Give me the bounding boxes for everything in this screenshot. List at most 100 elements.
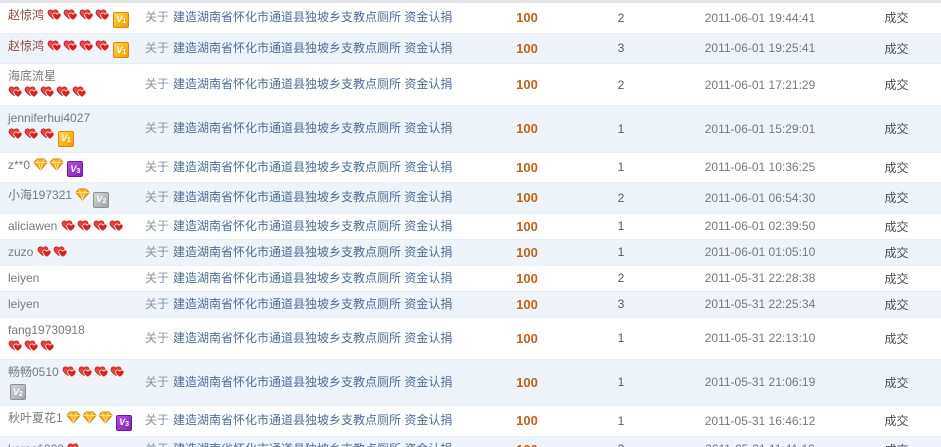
username-link[interactable]: 赵惊鸿 [8,8,45,22]
title-cell: 关于建造湖南省怀化市通道县独坡乡支教点厕所 资金认捐 [145,190,480,205]
double-heart-icon [8,340,23,352]
price-value: 100 [516,190,538,206]
quantity-value: 3 [617,41,625,56]
donation-title-link[interactable]: 建造湖南省怀化市通道县独坡乡支教点厕所 资金认捐 [173,159,453,174]
user-rating-icons [64,442,83,447]
donation-title-link[interactable]: 建造湖南省怀化市通道县独坡乡支教点厕所 资金认捐 [173,77,453,91]
username-link[interactable]: jenniferhui4027 [8,111,91,125]
user-cell: aliciawen [0,214,145,239]
datetime-value: 2011-06-01 19:44:41 [704,10,816,25]
title-prefix: 关于 [145,159,170,174]
datetime-value: 2011-06-01 17:21:29 [704,77,816,92]
status-label: 成交 [884,160,909,175]
price-value: 100 [516,330,538,346]
title-prefix: 关于 [145,121,170,136]
donation-title-link[interactable]: 建造湖南省怀化市通道县独坡乡支教点厕所 资金认捐 [173,296,453,311]
title-prefix: 关于 [145,77,170,91]
donation-title-link[interactable]: 建造湖南省怀化市通道县独坡乡支教点厕所 资金认捐 [173,270,453,285]
title-cell: 关于建造湖南省怀化市通道县独坡乡支教点厕所 资金认捐 [145,41,480,56]
table-row: leiyen 关于 建造湖南省怀化市通道县独坡乡支教点厕所 资金认捐 100 2 … [0,265,941,292]
double-heart-icon [77,220,92,232]
quantity-value: 3 [617,297,625,311]
title-prefix: 关于 [145,270,170,285]
title-prefix: 关于 [145,218,170,233]
table-row: jenniferhui4027 V 1 关于 建造湖南省怀化市通道县独坡乡支教点厕所 … [0,106,941,153]
gold-diamond-icon [66,411,81,424]
username-link[interactable]: karas1999 [8,442,64,447]
donation-title-link[interactable]: 建造湖南省怀化市通道县独坡乡支教点厕所 资金认捐 [173,40,453,55]
username-link[interactable]: fang19730918 [8,322,85,337]
datetime-value: 2011-05-31 22:25:34 [704,297,816,311]
quantity-value: 2 [617,271,625,285]
donation-title-link[interactable]: 建造湖南省怀化市通道县独坡乡支教点厕所 资金认捐 [173,190,453,205]
double-heart-icon [110,366,125,378]
double-heart-icon [79,40,94,52]
donation-title-link[interactable]: 建造湖南省怀化市通道县独坡乡支教点厕所 资金认捐 [173,442,452,447]
donation-title-link[interactable]: 建造湖南省怀化市通道县独坡乡支教点厕所 资金认捐 [173,218,453,233]
username-link[interactable]: z**0 [8,157,31,172]
datetime-value: 2011-06-01 01:05:10 [704,245,816,259]
double-heart-icon [53,246,68,258]
double-heart-icon [79,9,94,21]
quantity-value: 1 [617,331,625,345]
status-label: 成交 [884,245,909,260]
quantity-value: 2 [617,77,625,92]
quantity-value: 1 [617,160,625,175]
donation-title-link[interactable]: 建造湖南省怀化市通道县独坡乡支教点厕所 资金认捐 [173,121,453,136]
title-cell: 关于建造湖南省怀化市通道县独坡乡支教点厕所 资金认捐 [145,413,480,428]
title-prefix: 关于 [145,442,169,447]
price-value: 100 [516,218,538,234]
double-heart-icon [63,9,78,21]
datetime-value: 2011-05-31 22:28:38 [704,271,816,285]
donation-title-link[interactable]: 建造湖南省怀化市通道县独坡乡支教点厕所 资金认捐 [173,413,453,428]
price-value: 100 [516,413,538,429]
donation-title-link[interactable]: 建造湖南省怀化市通道县独坡乡支教点厕所 资金认捐 [173,374,453,389]
username-link[interactable]: 秋叶夏花1 [8,411,63,425]
double-heart-icon [95,9,110,21]
quantity-value: 1 [617,413,625,428]
double-heart-icon [37,246,52,258]
user-cell: karas1999 [0,437,145,447]
status-label: 成交 [884,41,909,56]
donation-title-link[interactable]: 建造湖南省怀化市通道县独坡乡支教点厕所 资金认捐 [173,330,453,345]
table-row: aliciawen 关于 建造湖南省怀化市通道县独坡乡支教点厕所 资金认捐 100… [0,213,941,240]
datetime-value: 2011-05-31 21:06:19 [704,375,816,390]
status-label: 成交 [884,78,909,92]
status-label: 成交 [884,219,909,234]
username-link[interactable]: 小海197321 [8,188,73,202]
double-heart-icon [47,40,62,52]
title-prefix: 关于 [145,296,170,311]
username-link[interactable]: aliciawen [8,218,58,233]
double-heart-icon [24,128,39,140]
price-value: 100 [516,10,538,26]
username-link[interactable]: zuzo [8,244,34,259]
donation-title-link[interactable]: 建造湖南省怀化市通道县独坡乡支教点厕所 资金认捐 [173,244,453,259]
username-link[interactable]: leiyen [8,296,40,311]
price-value: 100 [516,40,538,56]
quantity-value: 1 [617,219,625,233]
datetime-value: 2011-06-01 06:54:30 [704,190,816,205]
username-link[interactable]: leiyen [8,270,40,285]
gold-diamond-icon [75,188,90,201]
double-heart-icon [40,128,55,140]
double-heart-icon [40,340,55,352]
title-prefix: 关于 [145,190,170,205]
double-heart-icon [56,86,71,98]
donation-title-link[interactable]: 建造湖南省怀化市通道县独坡乡支教点厕所 资金认捐 [173,10,453,25]
title-cell: 关于建造湖南省怀化市通道县独坡乡支教点厕所 资金认捐 [145,375,480,390]
username-link[interactable]: 海底流星 [8,69,57,83]
user-cell: zuzo [0,240,145,265]
username-link[interactable]: 畅畅0510 [8,364,59,379]
quantity-value: 2 [574,442,668,447]
title-cell: 关于建造湖南省怀化市通道县独坡乡支教点厕所 资金认捐 [145,160,480,175]
username-link[interactable]: 赵惊鸿 [8,38,45,53]
table-row: leiyen 关于 建造湖南省怀化市通道县独坡乡支教点厕所 资金认捐 100 3 … [0,291,941,318]
